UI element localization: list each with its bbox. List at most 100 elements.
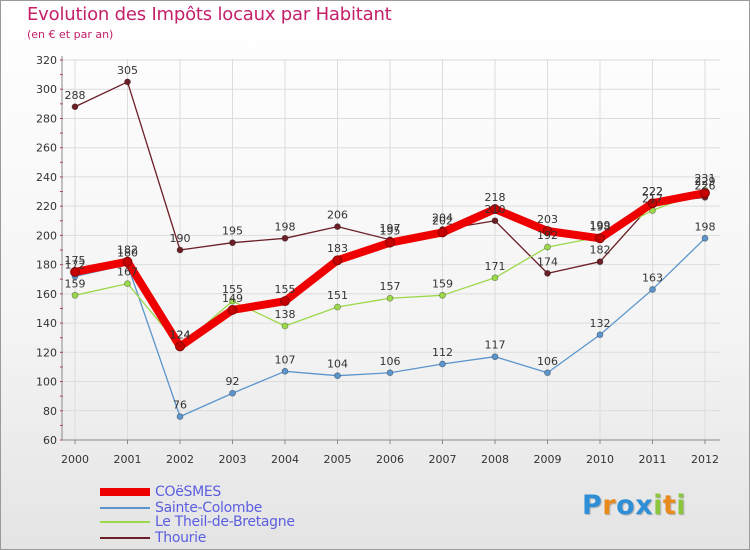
data-label: 106 xyxy=(380,355,401,368)
data-label: 182 xyxy=(590,244,611,257)
y-tick-label: 120 xyxy=(36,346,57,359)
data-label: 92 xyxy=(226,375,240,388)
axes: 60 80 100 120 140 160 180 200 220 240 260 280 300 320… xyxy=(36,54,720,466)
data-label: 159 xyxy=(65,277,86,290)
data-label: 210 xyxy=(485,203,506,216)
data-point xyxy=(491,353,499,361)
data-label: 202 xyxy=(432,214,453,227)
x-tick-label: 2005 xyxy=(324,453,352,466)
data-point xyxy=(439,291,446,299)
logo-letter: o xyxy=(616,490,636,521)
data-label: 171 xyxy=(485,260,506,273)
grid xyxy=(62,59,720,440)
data-label: 218 xyxy=(485,191,506,204)
data-point xyxy=(229,239,236,247)
data-label: 180 xyxy=(117,247,138,260)
data-point xyxy=(176,413,184,421)
data-label: 117 xyxy=(485,339,506,352)
data-point xyxy=(596,258,604,266)
y-tick-label: 140 xyxy=(36,317,57,330)
data-point xyxy=(71,103,79,111)
data-point xyxy=(386,294,394,302)
y-tick-label: 200 xyxy=(36,229,57,242)
y-tick-label: 300 xyxy=(36,83,57,96)
data-point xyxy=(281,322,289,330)
data-point xyxy=(596,331,604,339)
data-point xyxy=(701,234,709,242)
data-label: 204 xyxy=(432,212,453,225)
data-point xyxy=(175,341,185,352)
data-label: 167 xyxy=(117,266,138,279)
data-label: 190 xyxy=(170,232,191,245)
y-tick-label: 320 xyxy=(36,54,57,67)
data-point xyxy=(229,389,236,397)
data-label: 112 xyxy=(432,346,453,359)
data-label: 197 xyxy=(380,222,401,235)
data-label: 226 xyxy=(695,179,716,192)
data-label: 198 xyxy=(695,220,716,233)
data-label: 124 xyxy=(170,328,191,341)
data-point xyxy=(70,267,80,277)
legend-swatch xyxy=(100,537,150,539)
data-point xyxy=(332,255,343,266)
y-tick-label: 100 xyxy=(36,376,57,389)
logo-letter: x xyxy=(635,490,654,521)
data-label: 172 xyxy=(65,258,86,271)
data-point xyxy=(281,367,289,375)
data-label: 182 xyxy=(117,244,138,257)
y-tick-label: 280 xyxy=(36,112,57,125)
data-point xyxy=(595,233,605,244)
data-point xyxy=(122,256,133,267)
logo-letter: i xyxy=(653,490,663,521)
x-tick-label: 2004 xyxy=(271,453,299,466)
data-point xyxy=(544,369,551,377)
data-label: 124 xyxy=(170,328,191,341)
legend-label: Le Theil-de-Bretagne xyxy=(155,514,295,530)
data-point xyxy=(71,291,79,299)
data-point xyxy=(544,269,551,277)
data-label: 106 xyxy=(537,355,558,368)
x-tick-label: 2001 xyxy=(114,453,142,466)
data-point xyxy=(437,227,448,238)
x-tick-label: 2010 xyxy=(586,453,614,466)
logo-letter: i xyxy=(676,490,687,521)
legend-label: Sainte-Colombe xyxy=(155,500,263,516)
data-label: 231 xyxy=(695,172,716,185)
y-tick-label: 180 xyxy=(36,259,57,272)
data-label: 151 xyxy=(327,289,348,302)
data-point xyxy=(700,188,710,198)
data-label: 155 xyxy=(275,283,296,296)
data-label: 107 xyxy=(275,353,296,366)
data-label: 206 xyxy=(327,209,348,222)
data-point xyxy=(542,226,553,236)
data-label: 192 xyxy=(537,229,558,242)
data-label: 195 xyxy=(222,225,243,238)
data-point xyxy=(385,237,395,248)
x-tick-label: 2003 xyxy=(219,453,247,466)
data-labels: 288 305 190 195 198 206 197 204 210 174 182 222 226 1… xyxy=(65,64,716,412)
data-label: 104 xyxy=(327,358,348,371)
y-tick-label: 220 xyxy=(36,200,57,213)
data-label: 183 xyxy=(327,242,348,255)
series-lines xyxy=(70,78,710,421)
x-tick-label: 2000 xyxy=(61,453,89,466)
data-point xyxy=(386,369,394,377)
data-label: 203 xyxy=(537,213,558,226)
proxiti-logo: Proxiti xyxy=(582,490,686,521)
data-label: 132 xyxy=(590,317,611,330)
data-label: 76 xyxy=(173,399,187,412)
data-label: 195 xyxy=(380,225,401,238)
y-tick-label: 160 xyxy=(36,288,57,301)
legend-label: COëSMES xyxy=(155,484,222,500)
x-tick-label: 2009 xyxy=(534,453,562,466)
data-point xyxy=(334,223,341,231)
data-label: 138 xyxy=(275,308,296,321)
data-point xyxy=(491,217,499,225)
legend-swatch xyxy=(100,488,150,496)
chart-title: Evolution des Impôts locaux par Habitant xyxy=(27,4,392,25)
data-label: 288 xyxy=(65,89,86,102)
data-label: 198 xyxy=(590,220,611,233)
y-tick-label: 240 xyxy=(36,171,57,184)
data-label: 157 xyxy=(380,280,401,293)
logo-letter: r xyxy=(602,490,617,521)
